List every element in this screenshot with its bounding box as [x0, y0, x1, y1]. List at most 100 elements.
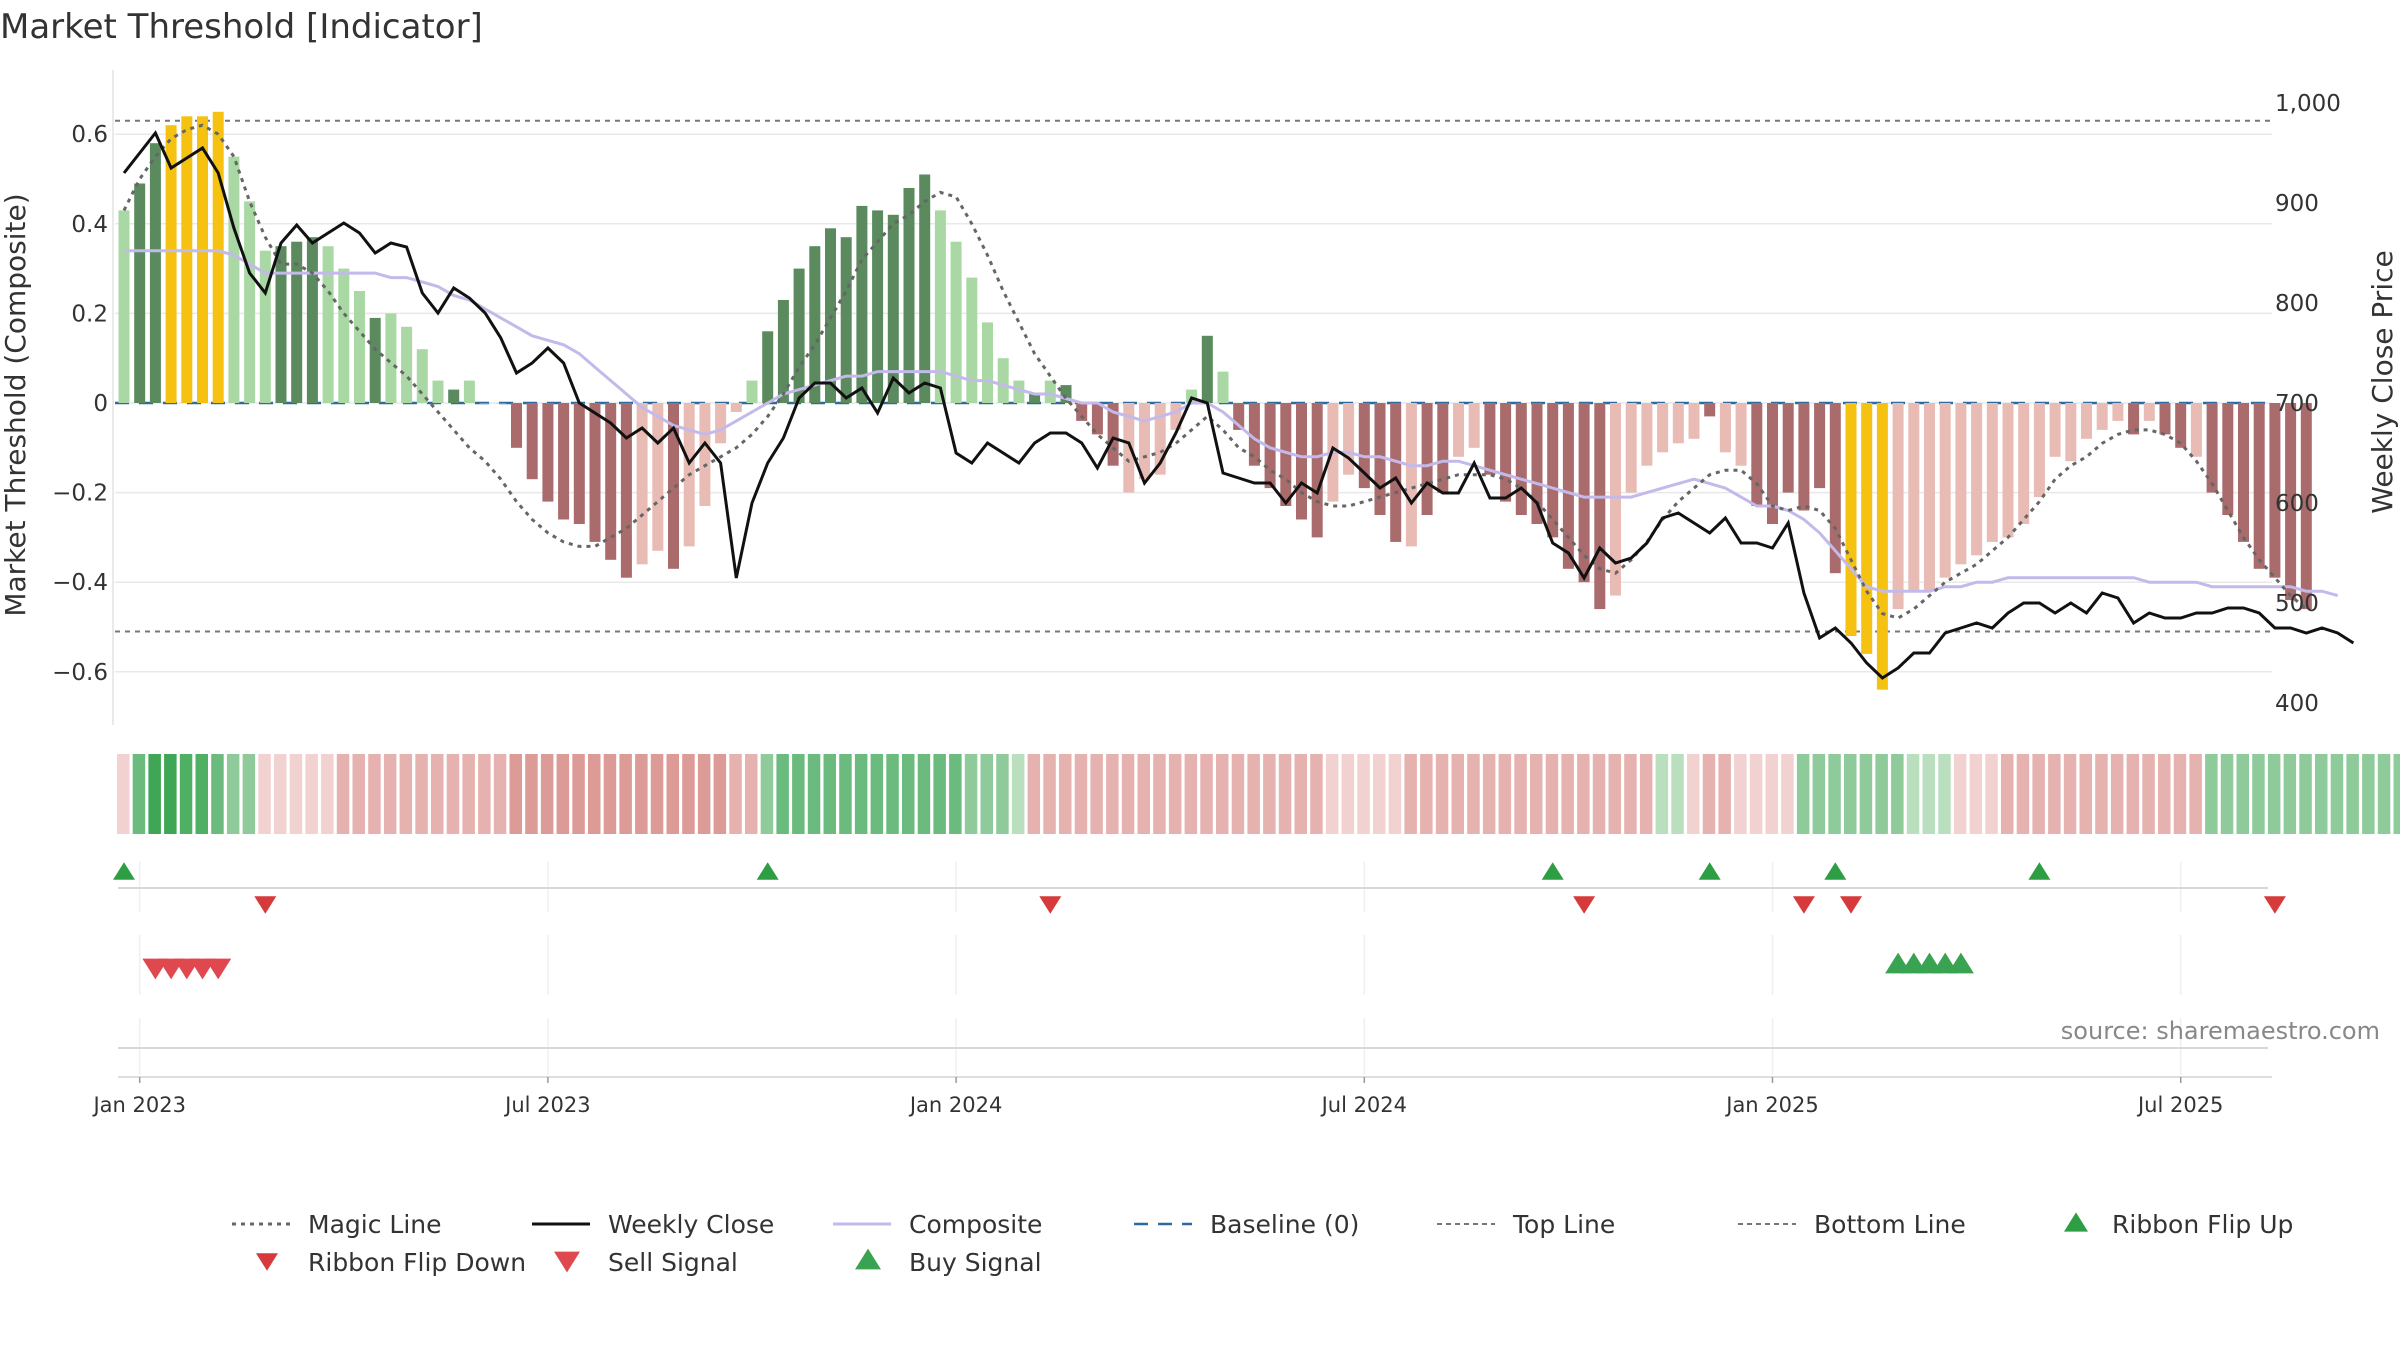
ribbon-cell: [1027, 754, 1041, 834]
composite-bar: [1029, 394, 1041, 403]
composite-bar: [385, 313, 397, 403]
ribbon-cell: [1247, 754, 1260, 834]
ribbon-cell: [1294, 754, 1307, 834]
composite-bar: [1264, 403, 1276, 489]
ribbon-cell: [399, 754, 413, 834]
composite-bar: [1374, 403, 1386, 515]
flip-panel: [113, 862, 2286, 914]
ribbon-flip-up-marker: [2028, 862, 2051, 880]
composite-bar: [856, 205, 868, 403]
right-axis-label: Weekly Close Price: [2366, 250, 2399, 513]
ribbon-cell: [1530, 754, 1543, 834]
composite-bar: [1594, 403, 1606, 610]
ribbon-cell: [1844, 754, 1857, 834]
composite-bar: [746, 380, 758, 403]
x-tick-label: Jul 2025: [2136, 1093, 2223, 1117]
composite-bar: [542, 403, 554, 502]
right-tick-label: 400: [2275, 691, 2319, 717]
ribbon-cell: [2377, 754, 2391, 834]
ribbon-cell: [1263, 754, 1276, 834]
composite-bar: [2033, 403, 2045, 498]
composite-bar: [2253, 403, 2265, 569]
ribbon-cell: [556, 754, 570, 834]
composite-bar: [589, 403, 601, 542]
composite-bar: [966, 277, 978, 403]
composite-bar: [2222, 403, 2234, 515]
ribbon-cell: [1373, 754, 1386, 834]
composite-bar: [605, 403, 617, 560]
ribbon-cell: [383, 754, 397, 834]
ribbon-cell: [2267, 754, 2281, 834]
composite-bar: [1735, 403, 1747, 466]
ribbon-flip-up-marker: [113, 862, 135, 880]
ribbon-cell: [493, 754, 507, 834]
composite-bar: [134, 183, 146, 403]
legend-label: Buy Signal: [909, 1248, 1042, 1277]
ribbon-flip-up-marker: [1541, 862, 1564, 880]
legend-label: Composite: [909, 1210, 1042, 1239]
composite-bar: [197, 116, 208, 404]
x-tick-label: Jan 2024: [908, 1093, 1003, 1117]
right-tick-label: 900: [2275, 191, 2319, 217]
ribbon-cell: [352, 754, 365, 834]
composite-bar: [2096, 403, 2108, 430]
composite-bar: [762, 331, 774, 403]
ribbon-cell: [854, 754, 868, 834]
composite-bar: [1468, 403, 1480, 448]
ribbon-cell: [2393, 754, 2400, 834]
ribbon-cell: [1655, 754, 1669, 834]
legend-swatch-ribbon-flip-up: [2064, 1212, 2088, 1232]
ribbon-cell: [1278, 754, 1292, 834]
composite-bar: [1986, 403, 1998, 542]
ribbon-cell: [1687, 754, 1700, 834]
ribbon-cell: [1749, 754, 1763, 834]
ribbon-cell: [2126, 754, 2140, 834]
composite-bar: [1672, 403, 1684, 444]
composite-bar: [1751, 403, 1763, 506]
composite-bar: [715, 403, 727, 444]
ribbon-cell: [1011, 754, 1025, 834]
ribbon-cell: [2079, 754, 2092, 834]
ribbon-cell: [1216, 754, 1229, 834]
composite-bar: [2159, 403, 2171, 435]
ribbon-cell: [1545, 754, 1559, 834]
ribbon-flip-down-marker: [2263, 896, 2286, 914]
composite-bar: [2112, 403, 2124, 421]
ribbon-cell: [289, 754, 303, 834]
composite-bar: [369, 317, 381, 403]
composite-bar: [1641, 403, 1653, 466]
ribbon-cell: [525, 754, 538, 834]
composite-bar: [1704, 403, 1716, 417]
left-tick-label: −0.4: [52, 570, 108, 596]
composite-bar: [1719, 403, 1731, 453]
ribbon-cell: [635, 754, 648, 834]
right-tick-label: 1,000: [2275, 91, 2341, 117]
ribbon-cell: [2220, 754, 2234, 834]
ribbon-cell: [1891, 754, 1904, 834]
magic-line: [122, 123, 2308, 620]
composite-bar: [2285, 403, 2297, 601]
composite-bar: [997, 358, 1009, 403]
ribbon-cell: [1514, 754, 1527, 834]
ribbon-cell: [1577, 754, 1590, 834]
legend-label: Top Line: [1512, 1210, 1615, 1239]
ribbon-cell: [2158, 754, 2171, 834]
ribbon-cell: [211, 754, 224, 834]
ribbon-cell: [1043, 754, 1056, 834]
ribbon-cell: [619, 754, 632, 834]
ribbon-cell: [760, 754, 774, 834]
ribbon-cell: [2048, 754, 2061, 834]
legend-label: Baseline (0): [1210, 1210, 1359, 1239]
ribbon-cell: [1702, 754, 1716, 834]
composite-bar: [322, 246, 334, 403]
composite-bar: [1280, 403, 1292, 506]
x-tick-label: Jul 2023: [503, 1093, 590, 1117]
composite-bar: [479, 403, 491, 404]
ribbon-flip-up-marker: [1698, 862, 1721, 880]
ribbon-cell: [1781, 754, 1794, 834]
composite-bar: [934, 210, 946, 403]
composite-bar: [1390, 403, 1402, 542]
ribbon-cell: [1137, 754, 1150, 834]
composite-bar: [432, 380, 444, 403]
composite-line: [124, 249, 2339, 598]
